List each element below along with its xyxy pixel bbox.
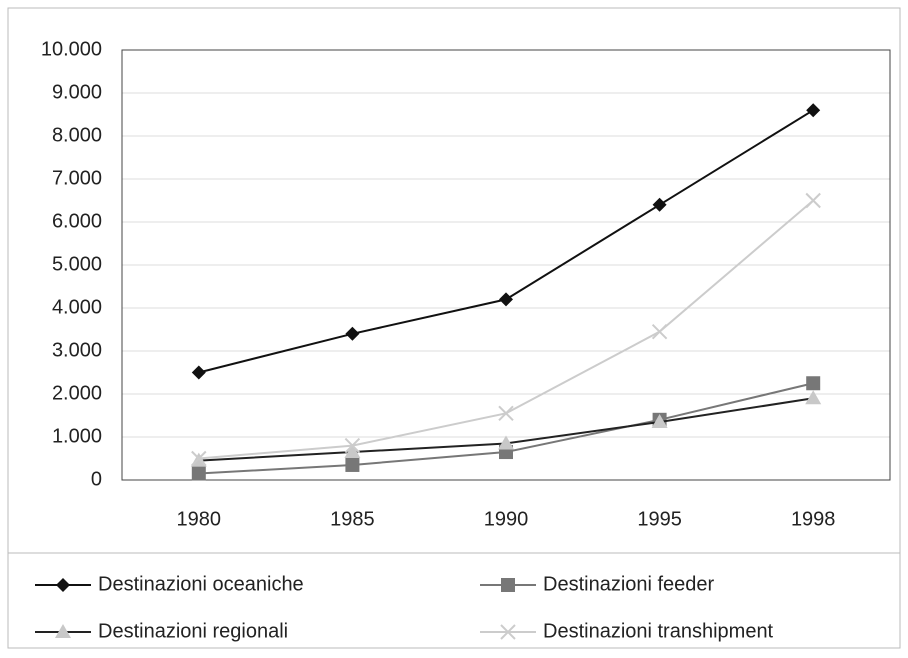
x-tick-label: 1990	[484, 508, 529, 530]
y-tick-label: 2.000	[52, 382, 102, 404]
data-point	[344, 437, 361, 454]
y-tick-label: 8.000	[52, 124, 102, 146]
data-point	[345, 457, 360, 472]
x-tick-label: 1995	[637, 508, 682, 530]
y-tick-label: 4.000	[52, 296, 102, 318]
legend-label: Destinazioni regionali	[98, 620, 288, 642]
data-point	[651, 413, 668, 428]
y-tick-label: 5.000	[52, 253, 102, 275]
legend-label: Destinazioni feeder	[543, 573, 715, 595]
data-point	[499, 292, 513, 307]
data-point	[806, 103, 821, 118]
x-tick-label: 1980	[177, 508, 222, 530]
x-tick-label: 1998	[791, 508, 836, 530]
data-point	[806, 376, 821, 391]
legend-label: Destinazioni transhipment	[543, 620, 774, 642]
data-point	[191, 450, 207, 467]
y-tick-label: 0	[91, 468, 102, 490]
data-point	[498, 405, 514, 422]
x-tick-label: 1985	[330, 508, 375, 530]
data-point	[345, 326, 360, 341]
legend-label: Destinazioni oceaniche	[98, 573, 304, 595]
legend-marker	[501, 578, 515, 592]
data-point	[191, 466, 206, 481]
data-point	[344, 444, 361, 459]
legend-marker	[56, 578, 70, 592]
data-point	[651, 323, 668, 340]
series-line	[198, 109, 814, 374]
y-tick-label: 6.000	[52, 210, 102, 232]
data-point	[652, 197, 667, 212]
legend-marker	[55, 624, 71, 638]
data-point	[805, 192, 821, 209]
frame	[7, 7, 901, 649]
y-tick-label: 1.000	[52, 425, 102, 447]
y-tick-label: 7.000	[52, 167, 102, 189]
plot-area	[121, 49, 891, 481]
data-point	[191, 365, 206, 380]
legend-marker	[500, 624, 516, 640]
y-tick-label: 3.000	[52, 339, 102, 361]
series-line	[198, 199, 814, 460]
y-tick-label: 9.000	[52, 81, 102, 103]
data-point	[805, 390, 822, 405]
series-line	[198, 382, 814, 475]
y-tick-label: 10.000	[41, 38, 102, 60]
data-point	[498, 435, 514, 450]
